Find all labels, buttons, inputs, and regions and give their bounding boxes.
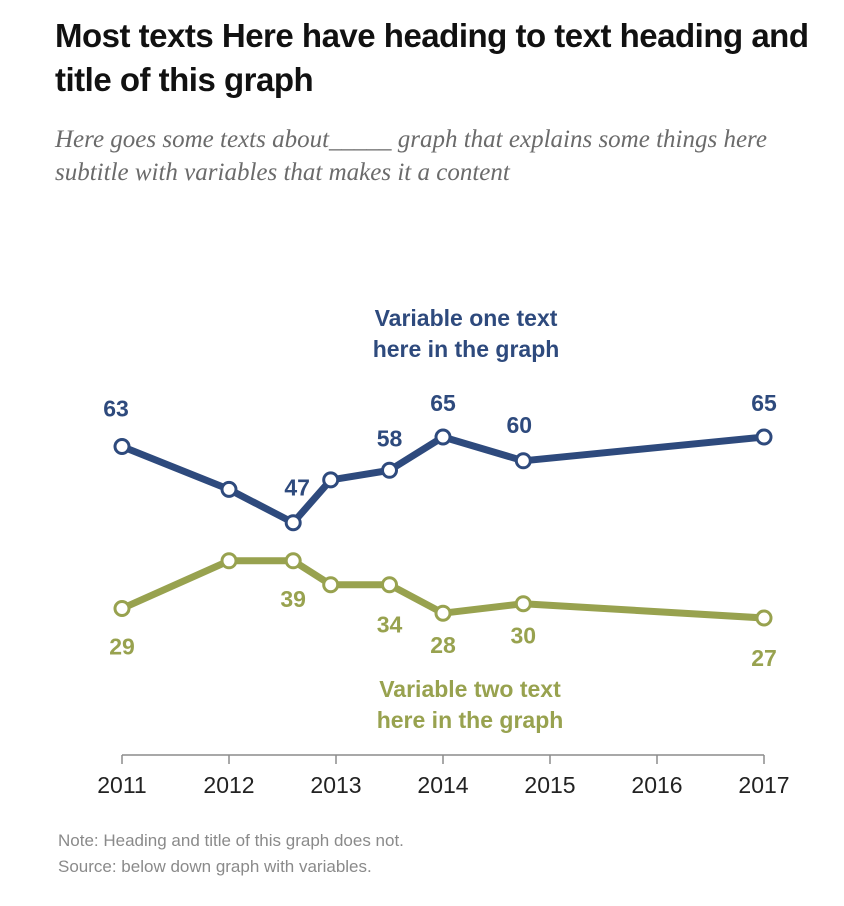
data-label: 28 xyxy=(430,632,456,658)
label-layer: 63 47 58 65 60 65 Variable one text here in the… xyxy=(103,305,777,733)
data-label: 29 xyxy=(109,634,135,660)
data-point xyxy=(115,440,129,454)
series-name-label: Variable one text xyxy=(375,305,558,331)
data-point xyxy=(286,516,300,530)
data-point xyxy=(222,482,236,496)
data-label: 65 xyxy=(751,390,777,416)
data-point xyxy=(757,611,771,625)
note-text: Note: Heading and title of this graph do… xyxy=(58,828,404,854)
data-point xyxy=(436,606,450,620)
data-point xyxy=(115,602,129,616)
x-tick-label: 2015 xyxy=(524,772,575,798)
data-point xyxy=(383,463,397,477)
data-label: 39 xyxy=(280,586,306,612)
data-point xyxy=(757,430,771,444)
x-tick-label: 2011 xyxy=(97,772,146,798)
source-text: Source: below down graph with variables. xyxy=(58,854,404,880)
x-tick-label: 2012 xyxy=(203,772,254,798)
data-point xyxy=(383,578,397,592)
data-label: 34 xyxy=(377,612,403,638)
data-label: 65 xyxy=(430,390,456,416)
data-point xyxy=(222,554,236,568)
series-1 xyxy=(115,430,771,530)
data-point xyxy=(436,430,450,444)
data-point xyxy=(516,597,530,611)
x-axis: 2011 2012 2013 2014 2015 2016 2017 xyxy=(97,755,789,798)
data-label: 30 xyxy=(511,623,537,649)
data-label: 63 xyxy=(103,396,129,422)
data-label: 27 xyxy=(751,645,777,671)
series-line-1 xyxy=(122,437,764,523)
series-name-label: here in the graph xyxy=(373,336,560,362)
data-label: 47 xyxy=(284,475,310,501)
data-point xyxy=(286,554,300,568)
x-tick-label: 2014 xyxy=(417,772,468,798)
line-chart: 2011 2012 2013 2014 2015 2016 2017 63475865606… xyxy=(0,0,844,820)
x-tick-label: 2017 xyxy=(738,772,789,798)
x-tick-label: 2016 xyxy=(631,772,682,798)
series-2 xyxy=(115,554,771,625)
data-point xyxy=(324,473,338,487)
chart-footnote: Note: Heading and title of this graph do… xyxy=(58,828,404,880)
series-name-label: here in the graph xyxy=(377,707,564,733)
data-point xyxy=(516,454,530,468)
data-label: 58 xyxy=(377,425,403,451)
data-label: 60 xyxy=(507,412,533,438)
x-tick-label: 2013 xyxy=(310,772,361,798)
data-point xyxy=(324,578,338,592)
series-layer xyxy=(115,430,771,625)
series-name-label: Variable two text xyxy=(379,676,561,702)
